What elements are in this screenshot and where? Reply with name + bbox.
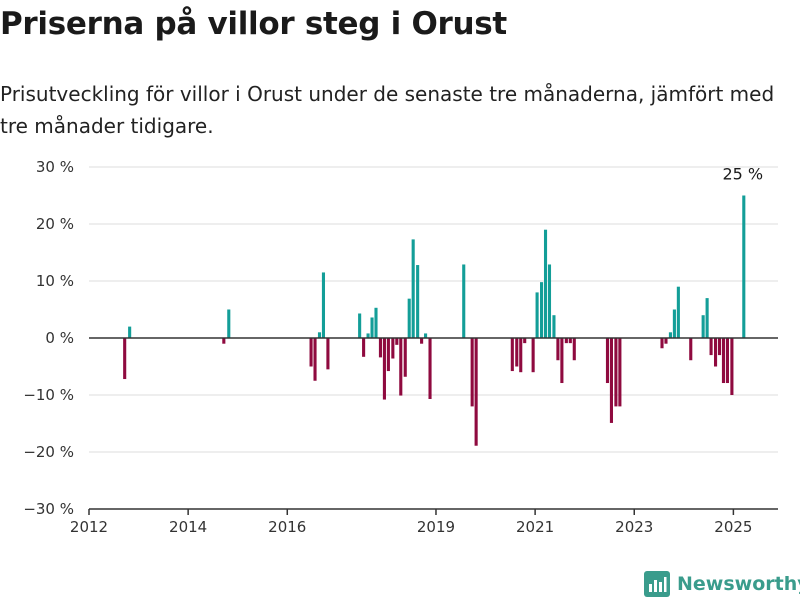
bar xyxy=(510,338,514,372)
bar xyxy=(519,338,523,373)
bar xyxy=(428,338,432,399)
y-tick-label: −10 % xyxy=(23,386,74,404)
y-tick-label: 0 % xyxy=(45,329,74,347)
bar xyxy=(564,338,568,344)
newsworthy-wordmark: Newsworthy xyxy=(677,573,800,595)
bar xyxy=(382,338,386,400)
x-tick-label: 2021 xyxy=(516,518,554,536)
bar xyxy=(713,338,718,367)
grid-lines xyxy=(89,166,778,453)
bar xyxy=(552,315,556,338)
bar xyxy=(123,338,127,380)
bar xyxy=(547,264,552,338)
bar xyxy=(572,338,576,361)
bar xyxy=(386,338,390,372)
bar xyxy=(709,338,713,356)
bar xyxy=(378,338,383,358)
bar xyxy=(725,338,729,384)
chart-title: Priserna på villor steg i Orust xyxy=(0,6,507,42)
tick-labels: 30 % 20 % 10 % 0 % −10 % −20 % −30 %2012 2014 20… xyxy=(23,158,763,536)
y-tick-label: 30 % xyxy=(36,158,74,176)
bar xyxy=(540,282,544,338)
bar xyxy=(672,309,676,338)
bar xyxy=(664,338,668,344)
bar xyxy=(676,286,680,338)
bar xyxy=(420,338,424,344)
bar xyxy=(416,265,420,338)
bar xyxy=(358,313,362,338)
bar xyxy=(399,338,403,396)
bar-value-annotation: 25 % xyxy=(722,165,763,184)
bar xyxy=(535,292,539,338)
x-tick-label: 2025 xyxy=(714,518,752,536)
bar xyxy=(705,298,709,338)
bar xyxy=(313,338,317,381)
bar xyxy=(568,338,572,344)
bar xyxy=(362,338,366,357)
bar xyxy=(391,338,395,359)
bar xyxy=(424,333,428,338)
bar xyxy=(474,338,478,446)
bar xyxy=(618,338,622,407)
newsworthy-logo-icon xyxy=(644,571,670,597)
bar xyxy=(403,338,407,377)
y-tick-label: −20 % xyxy=(23,443,74,461)
x-tick-label: 2019 xyxy=(417,518,455,536)
chart-subtitle: Prisutveckling för villor i Orust under … xyxy=(0,82,775,138)
bar xyxy=(407,298,411,338)
bar xyxy=(411,239,415,338)
bar xyxy=(531,338,535,373)
y-tick-label: 10 % xyxy=(36,272,74,290)
bar xyxy=(128,326,132,338)
bar xyxy=(370,317,374,338)
bar xyxy=(326,338,330,370)
bar xyxy=(366,333,370,338)
x-tick-label: 2023 xyxy=(615,518,653,536)
bar xyxy=(609,338,614,423)
bar xyxy=(374,307,378,338)
bar xyxy=(227,309,231,338)
bar xyxy=(730,338,734,395)
bar xyxy=(660,338,664,349)
x-tick-label: 2016 xyxy=(268,518,306,536)
bar xyxy=(470,338,474,407)
bar xyxy=(742,195,746,338)
x-tick-label: 2012 xyxy=(70,518,108,536)
bars xyxy=(123,195,746,446)
bar xyxy=(523,338,527,344)
bar xyxy=(556,338,560,361)
bar xyxy=(462,264,466,338)
x-tick-label: 2014 xyxy=(169,518,207,536)
y-tick-label: −30 % xyxy=(23,500,74,518)
bar xyxy=(721,338,726,384)
y-tick-label: 20 % xyxy=(36,215,74,233)
bar xyxy=(222,338,226,344)
axes xyxy=(88,337,778,515)
bar xyxy=(309,338,313,367)
bar xyxy=(701,315,705,338)
bar xyxy=(614,338,618,407)
bar xyxy=(717,338,722,356)
newsworthy-brand[interactable]: Newsworthy xyxy=(644,568,800,600)
bar xyxy=(395,338,399,345)
bar xyxy=(689,338,693,361)
bar xyxy=(560,338,564,384)
bar xyxy=(543,229,548,338)
bar xyxy=(515,338,519,367)
bar xyxy=(321,272,326,338)
bar xyxy=(668,332,672,338)
bar xyxy=(605,338,610,384)
bar xyxy=(317,332,322,338)
